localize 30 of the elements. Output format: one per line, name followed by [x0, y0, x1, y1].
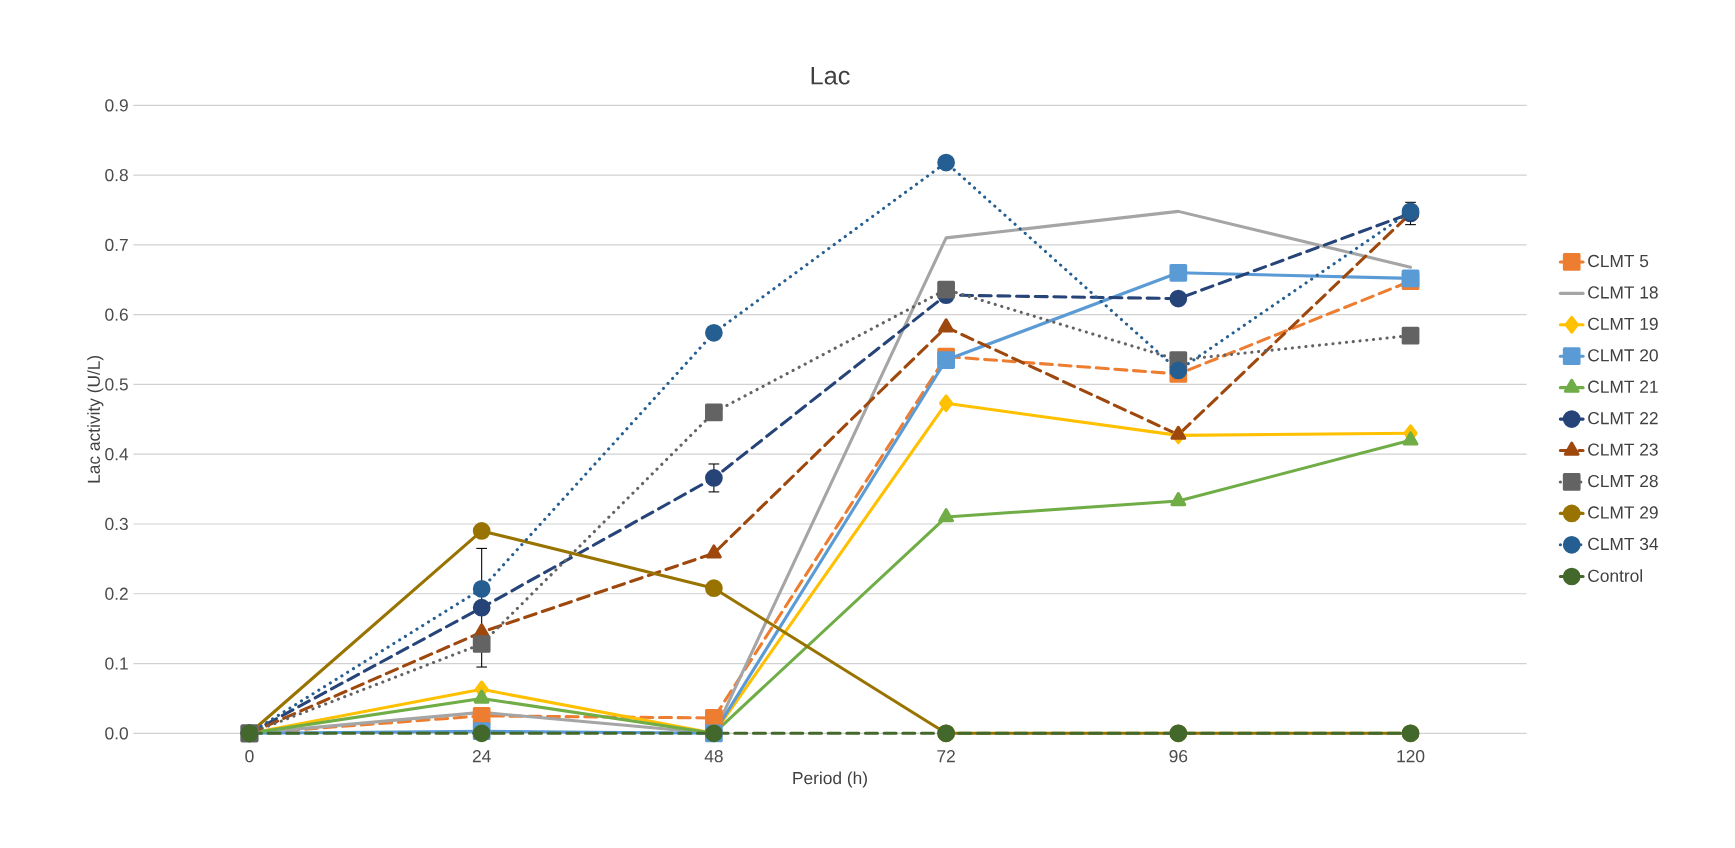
y-tick-label: 0.1	[105, 657, 128, 670]
y-axis-title: Lac activity (U/L)	[87, 355, 104, 483]
y-tick-label: 0.4	[105, 448, 129, 461]
y-tick-label: 0.6	[105, 308, 128, 321]
legend-label: CLMT 18	[1588, 286, 1658, 299]
chart-title: Lac	[811, 66, 850, 85]
y-tick-label: 0.9	[105, 99, 128, 112]
legend-label: CLMT 19	[1588, 317, 1658, 330]
x-axis-title: Period (h)	[793, 771, 867, 788]
x-tick-label: 0	[245, 750, 254, 763]
legend-label: CLMT 5	[1588, 254, 1649, 268]
legend-label: CLMT 20	[1588, 349, 1658, 362]
y-tick-label: 0.3	[105, 517, 128, 531]
legend-label: CLMT 34	[1588, 537, 1659, 551]
legend-label: CLMT 28	[1588, 474, 1658, 488]
legend-label: CLMT 22	[1588, 412, 1658, 425]
legend-label: Control	[1588, 569, 1642, 582]
legend-label: CLMT 21	[1588, 380, 1658, 393]
x-tick-label: 48	[704, 750, 723, 763]
x-tick-label: 72	[937, 750, 955, 763]
legend-label: CLMT 23	[1588, 443, 1658, 456]
y-tick-label: 0.8	[105, 168, 128, 182]
x-tick-label: 24	[472, 750, 491, 763]
y-tick-label: 0.0	[105, 727, 128, 740]
x-tick-label: 120	[1397, 750, 1425, 763]
x-tick-label: 96	[1169, 750, 1188, 763]
y-tick-label: 0.7	[105, 238, 128, 252]
y-tick-label: 0.5	[105, 378, 128, 391]
legend-label: CLMT 29	[1588, 506, 1658, 519]
y-tick-label: 0.2	[105, 587, 128, 600]
